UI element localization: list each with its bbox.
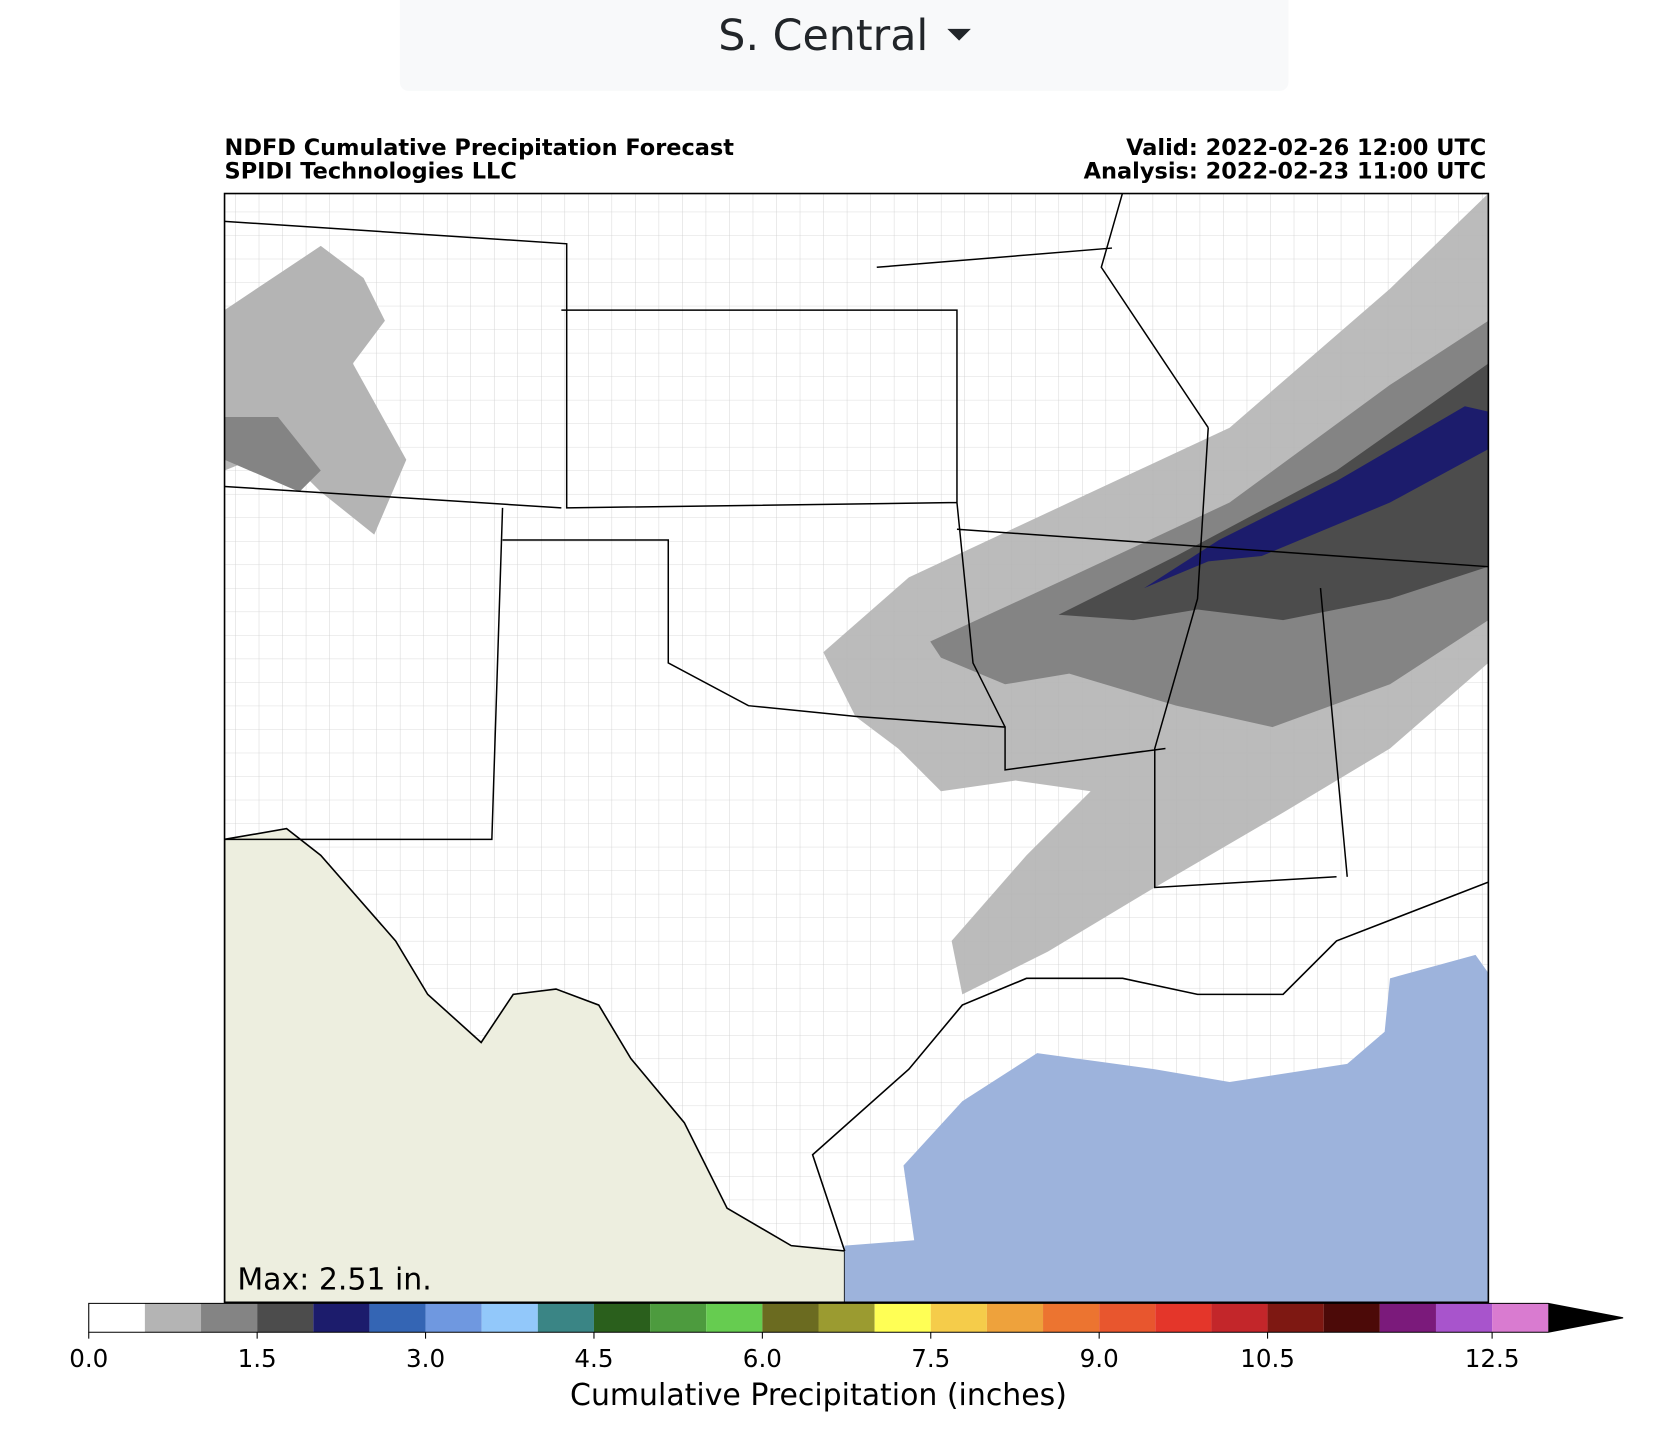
colorbar-segment (481, 1303, 538, 1333)
colorbar-tick-label: 6.0 (743, 1344, 782, 1373)
colorbar-segment (88, 1303, 145, 1333)
colorbar-segment (818, 1303, 875, 1333)
colorbar-tick-label: 7.5 (911, 1344, 950, 1373)
colorbar-segment (1211, 1303, 1268, 1333)
state-borders (224, 193, 1489, 889)
colorbar-segment (201, 1303, 258, 1333)
colorbar-segment (650, 1303, 707, 1333)
colorbar-outline (88, 1302, 1624, 1333)
colorbar-segment (986, 1303, 1044, 1333)
precip-west (224, 245, 407, 535)
colorbar-tick-label: 1.5 (238, 1344, 277, 1373)
colorbar-tick-label: 12.5 (1465, 1344, 1520, 1373)
colorbar-segment (537, 1303, 594, 1333)
colorbar-tick-label: 10.5 (1240, 1344, 1295, 1373)
dropdown-caret[interactable] (947, 28, 971, 41)
colorbar-label: Cumulative Precipitation (inches) (570, 1378, 1067, 1413)
colorbar-tick-label: 3.0 (406, 1344, 445, 1373)
dropdown-bg[interactable] (399, 0, 1289, 91)
colorbar-segment (425, 1303, 482, 1333)
colorbar-segment (369, 1303, 426, 1333)
colorbar-segment (1323, 1303, 1380, 1333)
colorbar-segment (144, 1303, 202, 1333)
coastline (811, 881, 1489, 1252)
colorbar-segment (257, 1303, 314, 1333)
colorbar-segment (930, 1303, 987, 1333)
colorbar-tick-label: 4.5 (574, 1344, 613, 1373)
title-left-2: SPIDI Technologies LLC (225, 159, 517, 185)
gulf (844, 954, 1489, 1303)
title-right-1: Valid: 2022-02-26 12:00 UTC (1126, 135, 1486, 161)
colorbar-extend (1548, 1303, 1624, 1333)
precip-mid (930, 320, 1489, 728)
colorbar-segment (762, 1303, 819, 1333)
map: Max: 2.51 in. (224, 193, 1489, 1303)
colorbar-segment (1155, 1303, 1212, 1333)
precip-dark (1058, 363, 1489, 621)
colorbar-segment (1435, 1303, 1493, 1333)
region-dropdown[interactable]: S. Central (399, 0, 1289, 91)
colorbar-segment (313, 1303, 370, 1333)
colorbar: 0.0 1.5 3.0 4.5 6.0 7.5 9.0 10.5 12.5 Cumulative … (69, 1302, 1624, 1413)
colorbar-segment (593, 1303, 651, 1333)
precip-west-dark (224, 416, 321, 492)
title-right-2: Analysis: 2022-02-23 11:00 UTC (1084, 159, 1487, 185)
colorbar-tick-label: 9.0 (1080, 1344, 1119, 1373)
title-left-1: NDFD Cumulative Precipitation Forecast (225, 135, 735, 161)
colorbar-segment (706, 1303, 763, 1333)
colorbar-segment (1267, 1303, 1324, 1333)
colorbar-segment (1043, 1303, 1100, 1333)
colorbar-segment (1379, 1303, 1436, 1333)
dropdown-label[interactable]: S. Central (718, 11, 928, 61)
precip-max (1144, 406, 1489, 589)
colorbar-segment (1492, 1303, 1549, 1333)
map-frame (223, 192, 1490, 1304)
colorbar-segment (1099, 1303, 1156, 1333)
colorbar-tick-label: 0.0 (69, 1344, 108, 1373)
colorbar-segment (874, 1303, 931, 1333)
max-annotation: Max: 2.51 in. (237, 1262, 431, 1297)
